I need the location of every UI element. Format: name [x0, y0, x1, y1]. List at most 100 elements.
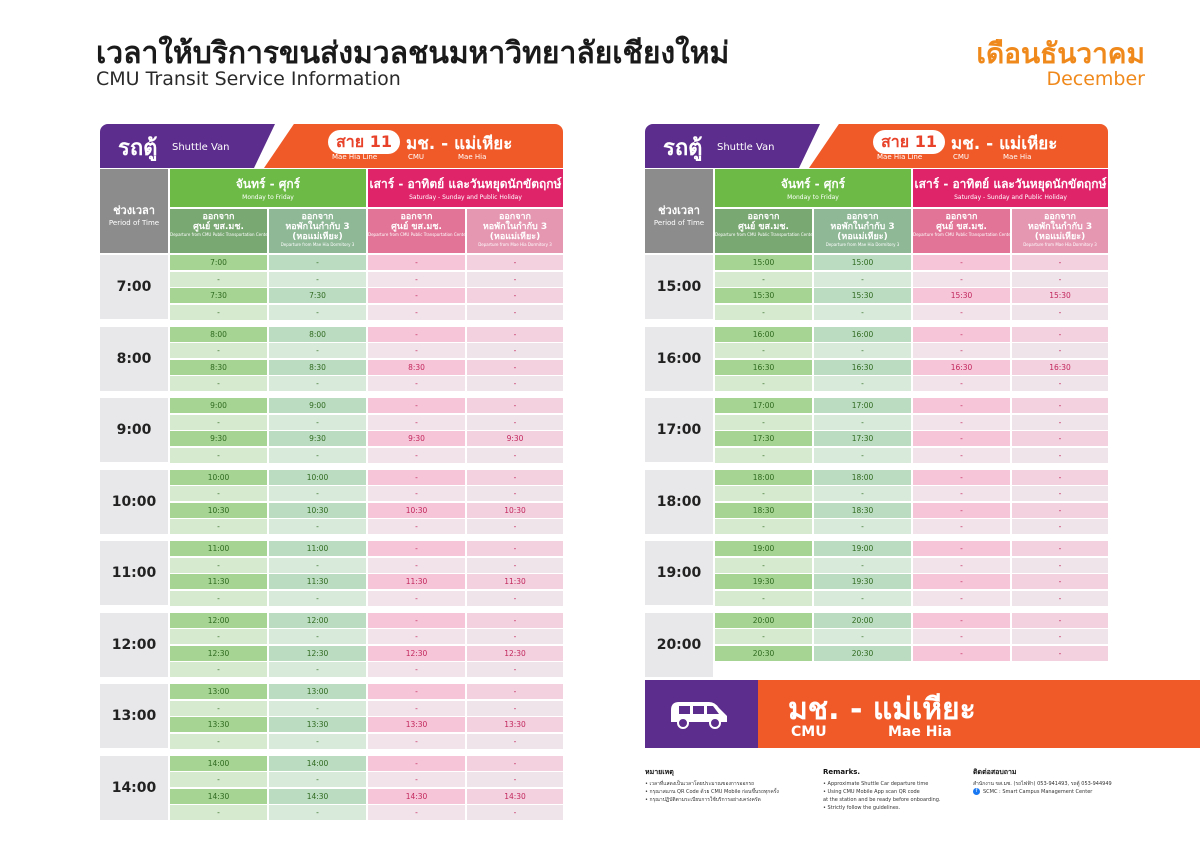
line-number-badge: สาย 11 [328, 130, 400, 154]
vehicle-type-en: Shuttle Van [172, 142, 230, 153]
route-name-th: มช. - แม่เหียะ [406, 134, 513, 154]
time-cell: - [269, 662, 366, 677]
vehicle-type-th: รถตู้ [118, 136, 158, 161]
time-cell: 15:30 [913, 288, 1010, 303]
depart-label-en: Departure from Mae Hia Dormitory 3 [280, 242, 355, 247]
time-cell: - [368, 486, 465, 501]
depart-label-th: ออกจาก [1043, 212, 1077, 222]
time-cell: - [715, 590, 812, 606]
title-bar-purple [100, 124, 275, 168]
time-cell: 9:00 [269, 398, 366, 413]
time-cell: - [913, 541, 1010, 556]
time-cell: - [1012, 590, 1108, 606]
time-cell: 10:30 [467, 502, 563, 518]
contact-facebook[interactable]: f SCMC : Smart Campus Management Center [973, 788, 1153, 796]
time-cell: 9:30 [467, 431, 563, 446]
panel-title-bar: รถตู้ Shuttle Van สาย 11 Mae Hia Line มช. - … [100, 124, 563, 168]
time-cell: 16:30 [814, 359, 911, 375]
time-cell: - [913, 398, 1010, 413]
time-cell: - [715, 629, 812, 644]
route-mae-hia-en: Mae Hia [1003, 153, 1032, 161]
line-number-badge: สาย 11 [873, 130, 945, 154]
time-cell: - [467, 805, 563, 820]
weekday-header-th: จันทร์ - ศุกร์ [235, 177, 301, 191]
time-cell: 14:00 [170, 755, 267, 771]
time-cell: - [467, 662, 563, 677]
time-cell: 14:30 [269, 788, 366, 804]
depart-label-en: Departure from Mae Hia Dormitory 3 [478, 242, 552, 247]
time-cell: - [269, 590, 366, 606]
time-cell: 7:30 [170, 288, 267, 303]
hour-label: 18:00 [645, 469, 713, 534]
time-cell: - [368, 288, 465, 303]
hour-block: 16:00 16:00 16:00- - - - - -16:30 16:30 16:30 16:3… [645, 326, 1108, 391]
time-cell: 11:30 [368, 574, 465, 589]
time-cell: - [715, 447, 812, 463]
time-cell: - [269, 486, 366, 501]
time-cell: - [814, 447, 911, 463]
time-cell: - [467, 447, 563, 463]
time-cell: 9:00 [170, 398, 267, 413]
time-cell: 15:30 [1012, 288, 1108, 303]
time-cell: - [170, 519, 267, 534]
time-cell: - [715, 486, 812, 501]
time-cell: - [814, 414, 911, 430]
time-cell: 11:30 [170, 574, 267, 589]
hour-label: 15:00 [645, 255, 713, 319]
time-cell: 10:00 [269, 469, 366, 485]
weekday-header: จันทร์ - ศุกร์ Monday to Friday [715, 169, 911, 207]
route-banner-icon-area [645, 680, 760, 748]
time-cell: - [368, 326, 465, 342]
depart-label-th: (หอแม่เหียะ) [489, 232, 541, 242]
time-cell: 13:00 [170, 684, 267, 699]
depart-label-th: (หอแม่เหียะ) [837, 232, 888, 242]
time-cell: - [170, 557, 267, 573]
time-cell: 16:30 [715, 359, 812, 375]
time-cell: - [368, 541, 465, 556]
hour-label: 14:00 [100, 755, 168, 820]
time-cell: - [913, 590, 1010, 606]
note-item: • เวลาที่แสดงเป็นเวลาโดยประมาณของการออกร… [645, 781, 755, 787]
hour-label: 13:00 [100, 684, 168, 748]
time-cell: - [269, 343, 366, 358]
time-cell: - [1012, 645, 1108, 661]
time-cell: - [913, 557, 1010, 573]
time-cell: 13:30 [368, 717, 465, 732]
time-cell: - [269, 733, 366, 749]
contact-phone: สำนักงาน ขส.มช. (รถไฟฟ้า) 053-941493, รถ… [973, 781, 1112, 787]
time-cell: - [269, 271, 366, 287]
depart-center-header: ออกจาก ศูนย์ ขส.มช. Departure from CMU Pub… [913, 209, 1010, 253]
schedule-panel-left: รถตู้ Shuttle Van สาย 11 Mae Hia Line มช. - … [100, 124, 563, 825]
line-name-en: Mae Hia Line [332, 153, 378, 161]
time-cell: - [368, 343, 465, 358]
time-cell: - [467, 469, 563, 485]
time-cell: 13:30 [467, 717, 563, 732]
van-icon [671, 702, 727, 729]
time-cell: 10:30 [170, 502, 267, 518]
time-cell: - [368, 414, 465, 430]
time-cell: - [467, 684, 563, 699]
time-cell: 12:30 [170, 645, 267, 661]
depart-label-th: ออกจาก [846, 212, 879, 222]
weekend-header-th: เสาร์ - อาทิตย์ และวันหยุดนักขัตฤกษ์ [914, 177, 1107, 191]
time-cell: - [814, 376, 911, 391]
time-cell: 8:00 [269, 326, 366, 342]
time-cell: 17:30 [715, 431, 812, 446]
time-cell: 11:30 [269, 574, 366, 589]
hour-block: 7:00 7:00- - - - - - -7:30 7:30- - - - - - [100, 255, 563, 320]
route-cmu-en: CMU [953, 153, 970, 161]
note-item: • Strictly follow the guidelines. [823, 805, 901, 811]
panel-title-bar: รถตู้ Shuttle Van สาย 11 Mae Hia Line มช. - … [645, 124, 1108, 168]
time-cell: - [170, 376, 267, 391]
depart-label-th: ออกจาก [747, 212, 780, 222]
hour-label: 10:00 [100, 469, 168, 534]
time-cell: - [467, 359, 563, 375]
schedule-table: ช่วงเวลา Period of Time จันทร์ - ศุกร์ Mond… [645, 169, 1108, 682]
time-cell: 15:00 [715, 255, 812, 270]
time-cell: - [814, 590, 911, 606]
notes-thai: หมายเหตุ • เวลาที่แสดงเป็นเวลาโดยประมาณข… [645, 768, 810, 804]
time-cell: 14:30 [170, 788, 267, 804]
time-cell: - [467, 398, 563, 413]
time-cell: - [913, 645, 1010, 661]
hour-block: 12:00 12:00 12:00- - - - - -12:30 12:30 12:30 12:3… [100, 612, 563, 677]
